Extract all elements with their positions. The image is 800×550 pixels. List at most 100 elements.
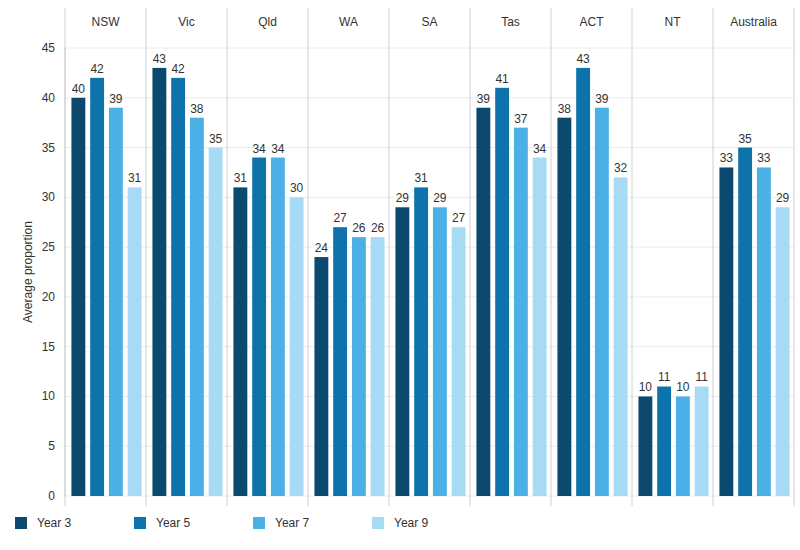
legend-label: Year 3 bbox=[37, 516, 72, 530]
legend-label: Year 9 bbox=[394, 516, 429, 530]
bar bbox=[595, 108, 609, 496]
bar bbox=[638, 396, 652, 496]
data-label: 34 bbox=[533, 142, 547, 156]
data-label: 34 bbox=[252, 142, 266, 156]
data-label: 32 bbox=[614, 161, 628, 175]
bar bbox=[290, 197, 304, 496]
data-label: 39 bbox=[109, 92, 123, 106]
data-label: 33 bbox=[757, 151, 771, 165]
bar bbox=[395, 207, 409, 496]
bar bbox=[171, 78, 185, 496]
data-label: 35 bbox=[209, 132, 223, 146]
data-label: 29 bbox=[396, 191, 410, 205]
data-label: 31 bbox=[128, 171, 142, 185]
bar bbox=[533, 158, 547, 496]
data-label: 10 bbox=[676, 380, 690, 394]
legend: Year 3 Year 5 Year 7 Year 9 bbox=[15, 516, 429, 530]
data-label: 29 bbox=[433, 191, 447, 205]
y-tick-label: 0 bbox=[48, 489, 55, 503]
bar bbox=[719, 167, 733, 496]
data-label: 11 bbox=[695, 370, 708, 384]
y-tick-label: 25 bbox=[42, 240, 56, 254]
bars bbox=[71, 68, 789, 496]
grid: 0 5 10 15 20 25 30 35 40 45 bbox=[42, 41, 794, 503]
panel-header: SA bbox=[421, 15, 437, 29]
bar bbox=[71, 98, 85, 496]
y-tick-label: 45 bbox=[42, 41, 56, 55]
panels: NSWVicQldWASATasACTNTAustralia bbox=[65, 8, 794, 506]
data-label: 27 bbox=[452, 211, 466, 225]
bar bbox=[414, 187, 428, 496]
bar bbox=[371, 237, 385, 496]
bar bbox=[109, 108, 123, 496]
data-label: 34 bbox=[271, 142, 285, 156]
legend-label: Year 5 bbox=[156, 516, 191, 530]
bar bbox=[495, 88, 509, 496]
data-label: 31 bbox=[234, 171, 248, 185]
data-label: 30 bbox=[290, 181, 304, 195]
legend-label: Year 7 bbox=[275, 516, 310, 530]
bar bbox=[209, 148, 223, 496]
bar bbox=[352, 237, 366, 496]
panel-separator bbox=[551, 8, 552, 506]
y-tick-label: 20 bbox=[42, 290, 56, 304]
data-label: 33 bbox=[720, 151, 734, 165]
legend-swatch bbox=[253, 517, 265, 529]
bar bbox=[676, 396, 690, 496]
bar bbox=[252, 158, 266, 496]
data-label: 42 bbox=[90, 62, 104, 76]
y-tick-label: 10 bbox=[42, 389, 56, 403]
bar bbox=[233, 187, 247, 496]
panel-header: WA bbox=[339, 15, 358, 29]
bar bbox=[514, 128, 528, 496]
legend-swatch bbox=[372, 517, 384, 529]
bar bbox=[614, 177, 628, 496]
y-tick-label: 40 bbox=[42, 91, 56, 105]
data-label: 43 bbox=[576, 52, 590, 66]
panel-separator bbox=[713, 8, 714, 506]
panel-header: Tas bbox=[501, 15, 520, 29]
data-label: 24 bbox=[315, 241, 329, 255]
bar bbox=[128, 187, 142, 496]
bar bbox=[576, 68, 590, 496]
y-tick-label: 30 bbox=[42, 190, 56, 204]
bar bbox=[738, 148, 752, 496]
data-label: 29 bbox=[776, 191, 790, 205]
bar bbox=[433, 207, 447, 496]
bar bbox=[190, 118, 204, 496]
data-label: 26 bbox=[352, 221, 366, 235]
panel-header: Vic bbox=[178, 15, 194, 29]
panel-header: Australia bbox=[730, 15, 777, 29]
panel-separator bbox=[389, 8, 390, 506]
data-label: 26 bbox=[371, 221, 385, 235]
data-label: 39 bbox=[477, 92, 491, 106]
panel-header: ACT bbox=[580, 15, 605, 29]
panel-separator bbox=[227, 8, 228, 506]
bar bbox=[314, 257, 328, 496]
panel-separator bbox=[65, 8, 66, 506]
data-labels: 4042393143423835313434302427262629312927… bbox=[72, 52, 790, 395]
bar bbox=[333, 227, 347, 496]
data-label: 27 bbox=[333, 211, 347, 225]
bar bbox=[90, 78, 104, 496]
data-label: 38 bbox=[190, 102, 204, 116]
panel-separator bbox=[146, 8, 147, 506]
legend-swatch bbox=[134, 517, 146, 529]
data-label: 39 bbox=[595, 92, 609, 106]
bar bbox=[657, 386, 671, 496]
data-label: 40 bbox=[72, 82, 86, 96]
bar bbox=[557, 118, 571, 496]
bar bbox=[695, 386, 709, 496]
panel-separator bbox=[470, 8, 471, 506]
y-tick-label: 35 bbox=[42, 141, 56, 155]
y-axis-label: Average proportion bbox=[21, 221, 35, 323]
y-tick-label: 5 bbox=[48, 439, 55, 453]
data-label: 42 bbox=[171, 62, 185, 76]
y-tick-label: 15 bbox=[42, 340, 56, 354]
bar bbox=[452, 227, 466, 496]
data-label: 38 bbox=[558, 102, 572, 116]
bar bbox=[476, 108, 490, 496]
panel-separator bbox=[308, 8, 309, 506]
bar bbox=[776, 207, 790, 496]
panel-header: Qld bbox=[258, 15, 277, 29]
